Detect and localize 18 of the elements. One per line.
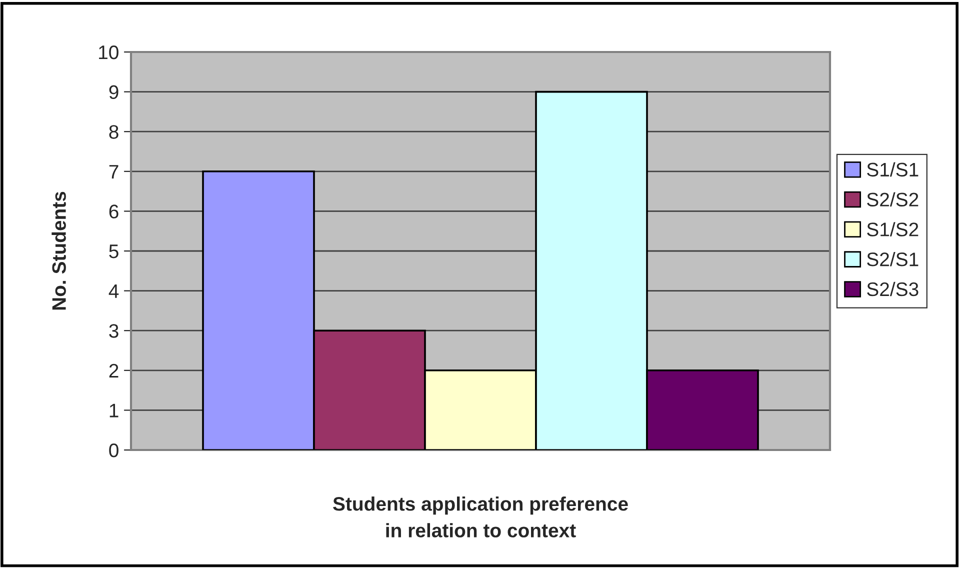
y-tick-label: 6 <box>109 204 118 218</box>
y-tick-label: 5 <box>109 244 118 258</box>
legend-label: S2/S1 <box>867 252 918 266</box>
legend-label: S1/S1 <box>867 162 918 177</box>
legend-label: S2/S3 <box>867 282 918 296</box>
y-axis-title: No. Students <box>52 192 66 310</box>
y-tick-label: 3 <box>109 324 118 338</box>
legend-label: S1/S2 <box>867 222 918 236</box>
x-axis-title: Students application preference in relation to context <box>333 496 628 538</box>
y-tick-label: 4 <box>108 284 119 298</box>
y-tick-label: 0 <box>109 443 118 458</box>
y-tick-label: 7 <box>109 165 118 178</box>
y-tick-label: 1 <box>110 404 118 418</box>
y-tick-label: 9 <box>109 85 118 100</box>
y-tick-label: 10 <box>99 45 118 60</box>
legend-label: S2/S2 <box>867 192 918 206</box>
y-tick-label: 2 <box>109 364 118 378</box>
y-tick-label: 8 <box>109 125 118 139</box>
